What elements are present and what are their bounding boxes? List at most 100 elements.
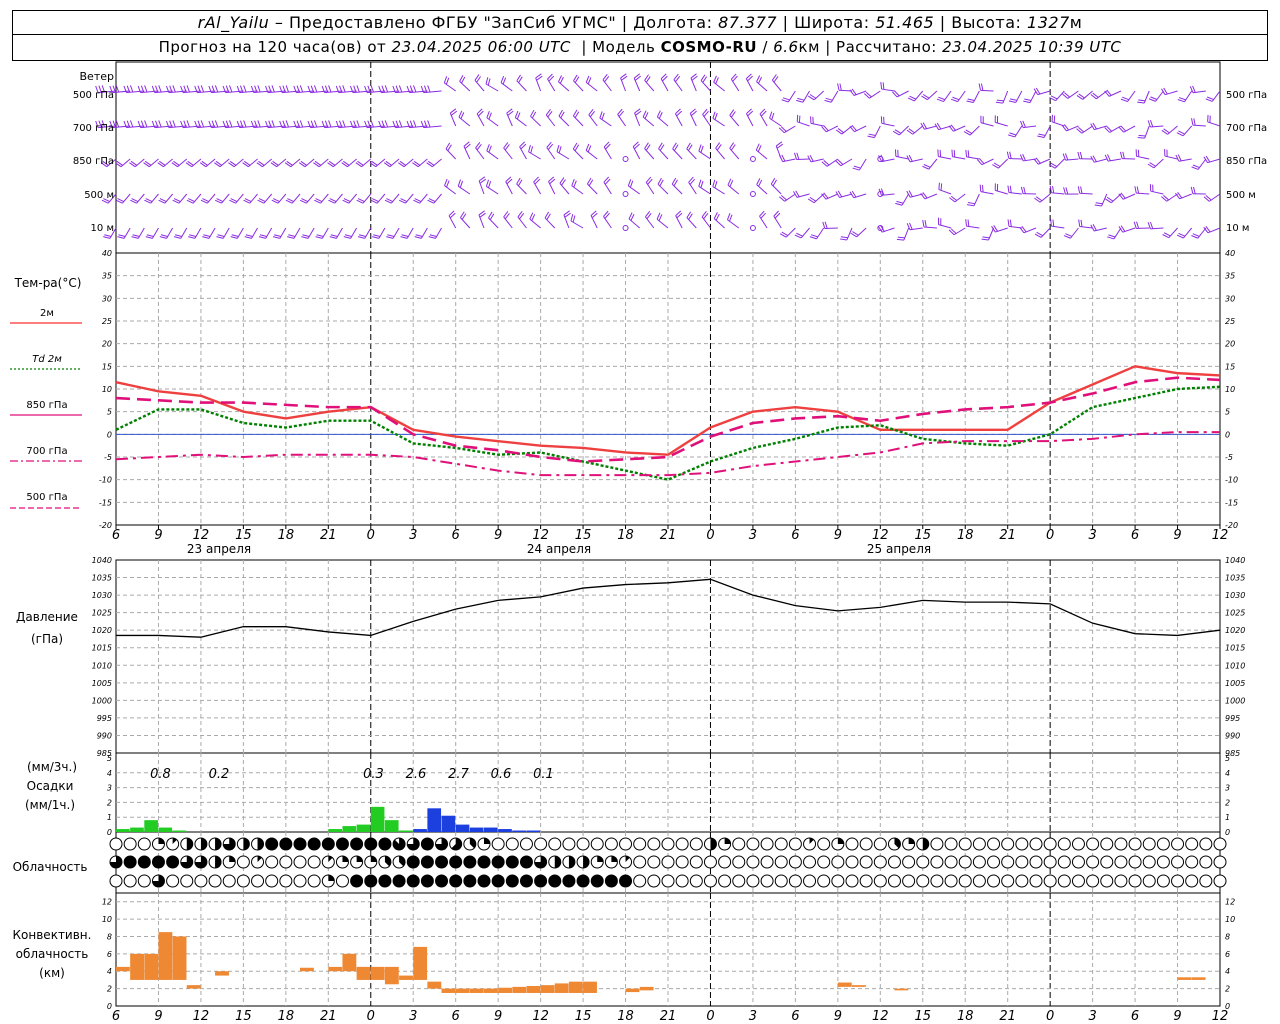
barb-flag	[476, 76, 481, 83]
cloud-symbol	[406, 874, 420, 888]
barb-flag	[953, 150, 956, 158]
wind-barb	[644, 142, 655, 160]
barb-flag	[315, 198, 323, 202]
barb-flag	[123, 85, 127, 93]
cloud-circle	[944, 837, 958, 851]
wind-barb	[1033, 87, 1051, 96]
time-tick-label: 6	[791, 528, 799, 543]
barb-flag	[1008, 100, 1016, 103]
wind-barb	[634, 108, 642, 127]
wind-barb	[313, 158, 329, 168]
wind-barb	[602, 73, 612, 92]
barb-flag	[464, 143, 471, 149]
convective-bar	[186, 985, 201, 989]
cloud-circle	[562, 837, 576, 851]
cloud-fill	[809, 838, 814, 844]
barb-flag	[159, 198, 167, 202]
barb-flag	[384, 85, 389, 93]
barb-flag	[216, 198, 224, 202]
barb-flag	[144, 85, 148, 93]
barb-flag	[634, 108, 641, 114]
cloud-symbol	[321, 874, 335, 888]
cloud-fill	[605, 875, 618, 887]
time-tick-label: 12	[872, 528, 889, 543]
wind-barb	[533, 176, 542, 195]
cloud-circle	[633, 837, 647, 851]
barb-flag	[967, 150, 970, 158]
cloud-symbol	[378, 855, 392, 869]
wind-barb	[730, 73, 740, 92]
wind-barb	[793, 152, 810, 161]
barb-flag	[658, 112, 663, 119]
temp-ytick-left: 15	[102, 362, 112, 371]
cloud-symbol	[1185, 837, 1199, 851]
cloud-symbol	[463, 874, 477, 888]
barb-flag	[1062, 93, 1069, 99]
wind-barb	[877, 225, 895, 233]
barb-flag	[118, 234, 126, 238]
time-tick-label-bottom: 21	[999, 1009, 1016, 1024]
wind-barb	[1090, 155, 1107, 163]
cloud-circle	[279, 874, 293, 888]
wind-barb	[214, 193, 230, 204]
barb-flag	[880, 154, 885, 162]
wind-barb	[1034, 227, 1051, 238]
barb-flag	[144, 160, 152, 166]
wind-barb	[503, 211, 513, 229]
wind-barb	[690, 73, 698, 92]
convective-bar	[300, 967, 314, 972]
barb-flag	[793, 191, 798, 198]
convective-bars	[116, 932, 1206, 993]
cloud-fill	[384, 856, 391, 867]
cloud-circle	[661, 837, 675, 851]
barb-flag	[186, 199, 194, 204]
pressure-ytick-right: 1010	[1225, 661, 1245, 670]
barb-flag	[835, 160, 842, 167]
barb-flag	[852, 167, 860, 171]
barb-flag	[1104, 127, 1110, 133]
barb-flag	[585, 143, 590, 151]
barb-flag	[729, 142, 735, 149]
temp-ytick-right: 20	[1225, 340, 1235, 349]
cloud-circle	[590, 837, 604, 851]
barb-flag	[1078, 219, 1081, 227]
wind-barb	[505, 176, 513, 195]
wind-barb	[951, 149, 966, 160]
barb-flag	[967, 219, 970, 227]
precip-total-label: 2.7	[448, 767, 469, 782]
wind-barb	[622, 225, 629, 231]
cloud-symbol	[803, 855, 817, 869]
barb-flag	[270, 162, 277, 168]
wind-barb	[1037, 125, 1051, 139]
wind-barb	[528, 144, 541, 160]
cloud-symbol	[406, 855, 420, 869]
cloud-circle	[689, 855, 703, 869]
temp-series-2	[115, 376, 1221, 463]
wind-barb	[557, 75, 570, 92]
cloud-fill	[308, 838, 321, 850]
cloud-symbol	[619, 874, 633, 888]
barb-flag	[116, 160, 123, 166]
barb-flag	[131, 236, 139, 239]
cloud-symbol	[123, 855, 137, 869]
barb-flag	[274, 234, 282, 238]
wind-barb	[214, 158, 230, 168]
wind-barb	[1007, 185, 1022, 195]
barb-flag	[1203, 196, 1210, 202]
barb-flag	[194, 85, 198, 93]
calm-circle	[622, 156, 629, 162]
precip-ytick-right: 2	[1225, 798, 1230, 807]
convective-bar	[583, 981, 597, 993]
barb-flag	[849, 191, 855, 199]
wind-barb	[202, 227, 216, 239]
calm-circle	[877, 225, 884, 231]
barb-flag	[140, 85, 145, 93]
cloud-fill	[421, 875, 434, 887]
precip-bar	[498, 829, 512, 832]
barb-flag	[343, 236, 351, 239]
wind-barb	[244, 227, 258, 239]
wind-barb	[702, 108, 711, 127]
cloud-symbol	[1071, 837, 1085, 851]
barb-flag	[381, 85, 385, 93]
barb-flag	[779, 233, 787, 238]
